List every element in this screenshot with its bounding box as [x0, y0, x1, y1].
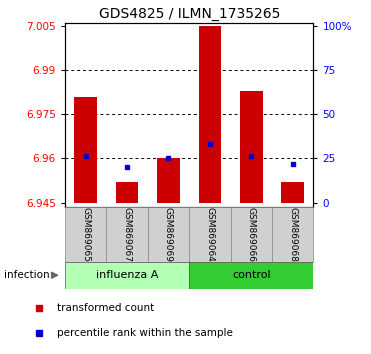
Bar: [240, 91, 263, 203]
Bar: [231, 207, 272, 262]
Bar: [189, 262, 313, 289]
Text: GSM869066: GSM869066: [247, 207, 256, 262]
Text: influenza A: influenza A: [96, 270, 158, 280]
Bar: [65, 262, 189, 289]
Bar: [198, 26, 221, 203]
Text: GSM869065: GSM869065: [81, 207, 90, 262]
Text: GSM869068: GSM869068: [288, 207, 297, 262]
Bar: [116, 182, 138, 203]
Text: transformed count: transformed count: [57, 303, 154, 313]
Text: percentile rank within the sample: percentile rank within the sample: [57, 328, 233, 338]
Title: GDS4825 / ILMN_1735265: GDS4825 / ILMN_1735265: [99, 7, 280, 21]
Bar: [272, 207, 313, 262]
Bar: [189, 207, 231, 262]
Bar: [148, 207, 189, 262]
Bar: [281, 182, 304, 203]
Text: infection: infection: [4, 270, 49, 280]
Bar: [157, 159, 180, 203]
Text: GSM869067: GSM869067: [122, 207, 132, 262]
Text: GSM869069: GSM869069: [164, 207, 173, 262]
Text: control: control: [232, 270, 271, 280]
Text: GSM869064: GSM869064: [206, 207, 214, 262]
Bar: [74, 97, 97, 203]
Bar: [106, 207, 148, 262]
Bar: [65, 207, 106, 262]
